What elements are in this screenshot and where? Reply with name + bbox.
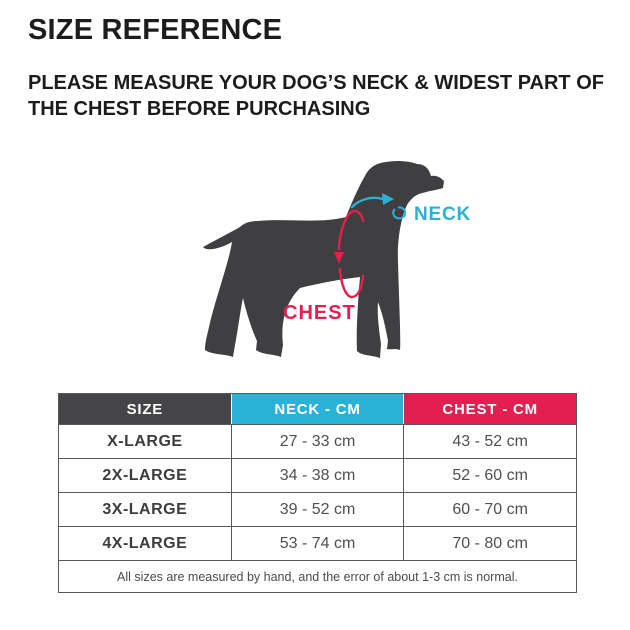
chest-cell: 60 - 70 cm	[403, 493, 576, 526]
neck-arrowhead	[382, 193, 394, 205]
size-cell: 4X-LARGE	[102, 534, 188, 552]
neck-cell: 53 - 74 cm	[230, 527, 404, 560]
dog-body-shape	[203, 160, 444, 358]
neck-cell: 34 - 38 cm	[230, 459, 404, 492]
dog-silhouette-icon	[203, 160, 444, 358]
size-table-body: X-LARGE 27 - 33 cm 43 - 52 cm 2X-LARGE 3…	[59, 424, 576, 560]
size-cell: X-LARGE	[107, 432, 183, 450]
chest-cell: 43 - 52 cm	[403, 425, 576, 458]
col-header-neck: NECK - CM	[230, 394, 404, 424]
table-row: 4X-LARGE 53 - 74 cm 70 - 80 cm	[59, 526, 576, 560]
size-cell: 3X-LARGE	[102, 500, 188, 518]
table-row: X-LARGE 27 - 33 cm 43 - 52 cm	[59, 424, 576, 458]
page-title: SIZE REFERENCE	[28, 14, 283, 46]
chest-cell: 52 - 60 cm	[403, 459, 576, 492]
neck-label: NECK	[414, 204, 472, 225]
chest-measure-arc-bottom	[338, 267, 365, 299]
chest-cell: 70 - 80 cm	[403, 527, 576, 560]
col-header-size: SIZE	[59, 394, 231, 424]
chest-label: CHEST	[283, 302, 356, 324]
neck-measure-arc	[350, 196, 385, 209]
size-cell: 2X-LARGE	[102, 466, 188, 484]
col-header-chest: CHEST - CM	[403, 394, 577, 424]
page-subtitle: PLEASE MEASURE YOUR DOG’S NECK & WIDEST …	[28, 72, 604, 120]
neck-cell: 27 - 33 cm	[230, 425, 404, 458]
neck-cell: 39 - 52 cm	[230, 493, 404, 526]
size-table-header-row: SIZE NECK - CM CHEST - CM	[59, 394, 577, 424]
table-row: 2X-LARGE 34 - 38 cm 52 - 60 cm	[59, 458, 576, 492]
table-row: 3X-LARGE 39 - 52 cm 60 - 70 cm	[59, 492, 576, 526]
chest-measure-arc-top	[337, 209, 365, 251]
neck-loop-end	[392, 206, 407, 220]
measurement-disclaimer: All sizes are measured by hand, and the …	[59, 560, 576, 592]
size-table: SIZE NECK - CM CHEST - CM X-LARGE 27 - 3…	[58, 393, 577, 593]
chest-arrowhead	[334, 252, 344, 264]
